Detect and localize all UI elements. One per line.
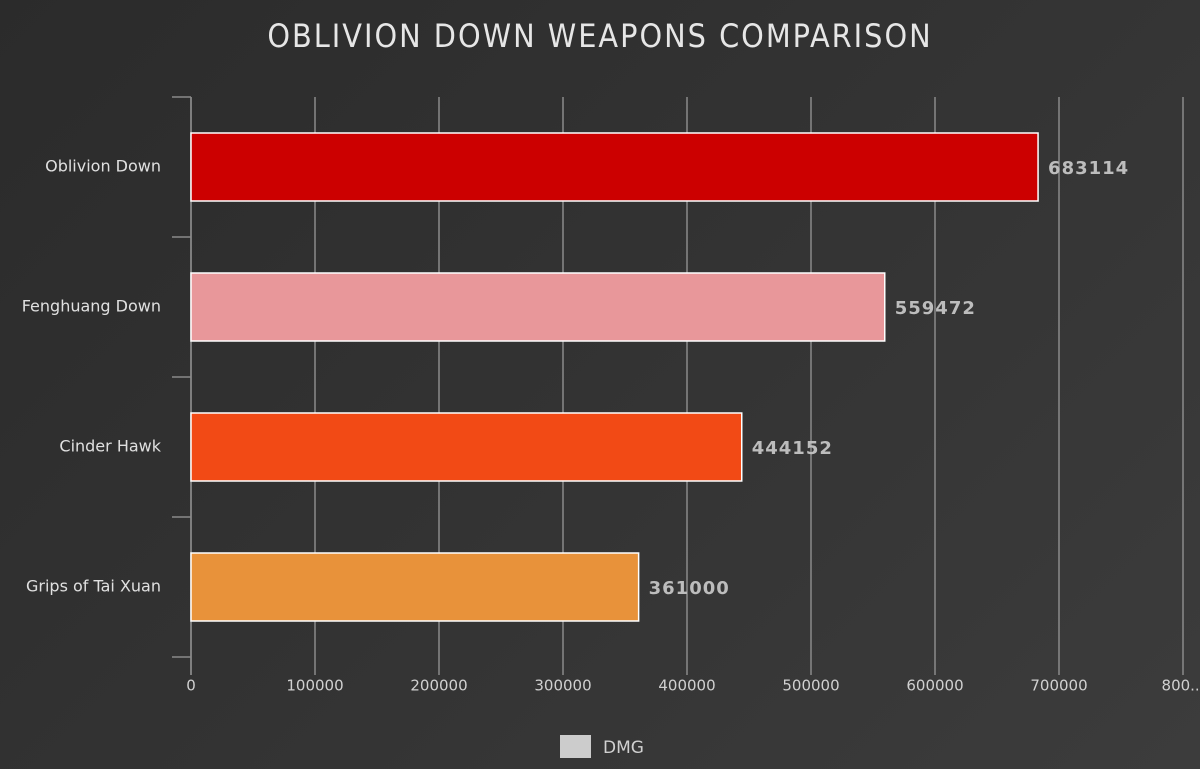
x-tick-label: 600000 xyxy=(906,677,963,695)
x-tick-label: 200000 xyxy=(410,677,467,695)
x-tick-label: 0 xyxy=(186,677,196,695)
x-tick-label: 500000 xyxy=(782,677,839,695)
y-tick-label: Grips of Tai Xuan xyxy=(26,577,161,596)
value-label: 444152 xyxy=(752,438,833,459)
legend-label: DMG xyxy=(603,738,644,758)
value-label: 361000 xyxy=(649,578,730,599)
value-label: 683114 xyxy=(1048,158,1129,179)
x-tick-label: 100000 xyxy=(286,677,343,695)
x-tick-label: 700000 xyxy=(1030,677,1087,695)
y-tick-label: Fenghuang Down xyxy=(22,297,161,316)
bar xyxy=(190,132,1039,202)
bar xyxy=(190,412,743,482)
bar xyxy=(190,552,640,622)
legend-swatch xyxy=(560,735,591,758)
x-tick-label: 300000 xyxy=(534,677,591,695)
y-tick-label: Cinder Hawk xyxy=(59,437,161,456)
chart-title: OBLIVION DOWN WEAPONS COMPARISON xyxy=(267,17,932,55)
x-tick-label: 800... xyxy=(1162,677,1200,695)
y-tick-label: Oblivion Down xyxy=(45,157,161,176)
value-label: 559472 xyxy=(895,298,976,319)
x-tick-label: 400000 xyxy=(658,677,715,695)
bar xyxy=(190,272,886,342)
